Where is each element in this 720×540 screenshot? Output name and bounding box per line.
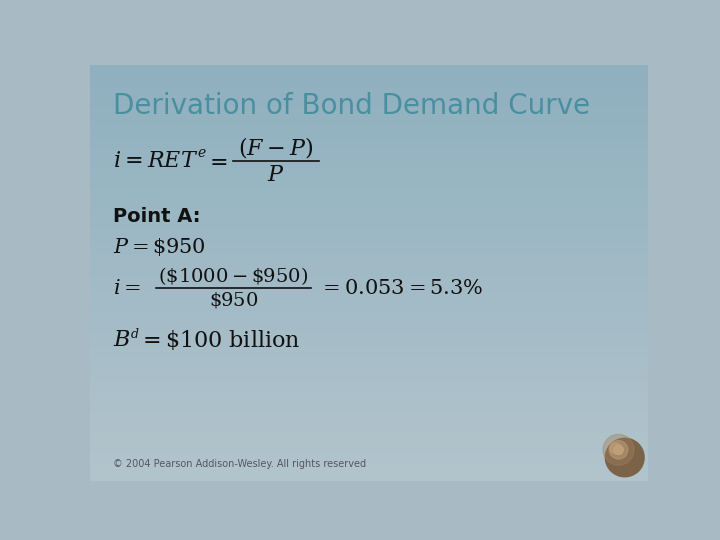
Text: Point A:: Point A:	[113, 207, 201, 226]
Text: 3: 3	[621, 456, 629, 469]
Text: $= 0.053 = 5.3\%$: $= 0.053 = 5.3\%$	[319, 278, 483, 298]
Text: $=$: $=$	[204, 151, 228, 171]
Text: $d$: $d$	[130, 327, 140, 341]
Circle shape	[609, 441, 628, 459]
Text: Derivation of Bond Demand Curve: Derivation of Bond Demand Curve	[113, 92, 590, 120]
Text: $i = RET$: $i = RET$	[113, 151, 199, 171]
Text: $\$950$: $\$950$	[209, 291, 258, 310]
Circle shape	[610, 443, 621, 454]
Circle shape	[614, 445, 624, 455]
Circle shape	[603, 434, 634, 465]
Text: $(F - P)$: $(F - P)$	[238, 134, 314, 160]
Text: $= \$100\ \mathrm{billion}$: $= \$100\ \mathrm{billion}$	[138, 328, 300, 353]
Text: $P = \$950$: $P = \$950$	[113, 236, 206, 258]
Text: © 2004 Pearson Addison-Wesley. All rights reserved: © 2004 Pearson Addison-Wesley. All right…	[113, 459, 366, 469]
Text: $(\$1000 - \$950)$: $(\$1000 - \$950)$	[158, 265, 308, 287]
Text: $P$: $P$	[267, 165, 285, 185]
Text: $e$: $e$	[197, 146, 207, 160]
Text: $B$: $B$	[113, 330, 131, 350]
Circle shape	[606, 438, 644, 477]
Text: $i = $: $i = $	[113, 278, 141, 298]
